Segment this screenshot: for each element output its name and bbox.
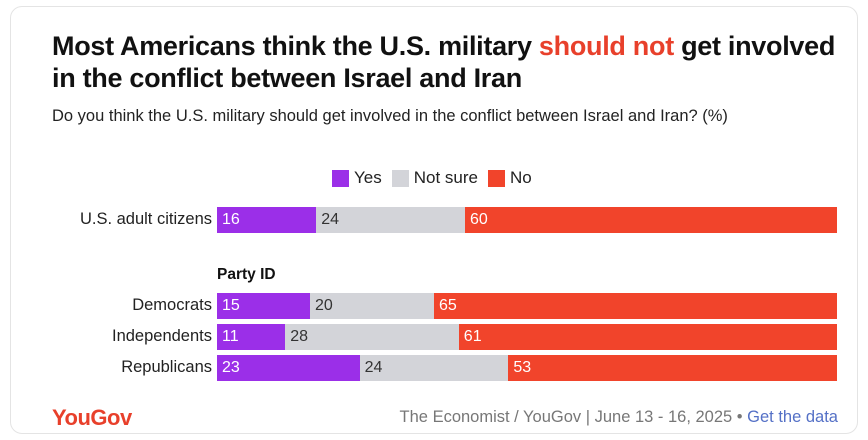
- source-text: The Economist / YouGov | June 13 - 16, 2…: [399, 408, 748, 426]
- bar-yes-independents: 11: [217, 324, 286, 350]
- bar-no-republicans: 53: [508, 355, 837, 381]
- legend-item-not-sure: Not sure: [391, 168, 478, 188]
- chart-subtitle: Do you think the U.S. military should ge…: [52, 107, 728, 125]
- legend-label-not-sure: Not sure: [413, 168, 478, 187]
- title-text-end: get involved in the conflict between Isr…: [52, 31, 836, 93]
- chart-title: Most Americans think the U.S. military s…: [52, 30, 842, 94]
- legend-swatch-no: [487, 169, 505, 187]
- category-label-democrats: Democrats: [132, 296, 212, 314]
- legend-label-yes: Yes: [354, 168, 382, 187]
- bar-yes-democrats: 15: [217, 293, 310, 319]
- bar-no-democrats: 65: [434, 293, 837, 319]
- bar-not-sure-independents: 28: [285, 324, 459, 350]
- legend-swatch-not-sure: [391, 169, 409, 187]
- bar-yes-republicans: 23: [217, 355, 360, 381]
- category-label-u-s-adult-citizens: U.S. adult citizens: [79, 210, 212, 228]
- legend-item-no: No: [487, 168, 532, 188]
- bar-yes-u-s-adult-citizens: 16: [217, 207, 317, 233]
- bar-no-independents: 61: [458, 324, 837, 350]
- bar-no-u-s-adult-citizens: 60: [465, 207, 837, 233]
- yougov-logo: YouGov: [52, 405, 132, 430]
- legend: Yes Not sure No: [332, 168, 532, 188]
- section-label-party-id: Party ID: [217, 266, 276, 283]
- category-label-republicans: Republicans: [121, 358, 212, 376]
- legend-label-no: No: [509, 168, 532, 187]
- bar-not-sure-republicans: 24: [359, 355, 509, 381]
- bar-not-sure-democrats: 20: [310, 293, 434, 319]
- legend-swatch-yes: [332, 169, 349, 187]
- category-label-independents: Independents: [111, 327, 212, 345]
- footer-source: The Economist / YouGov | June 13 - 16, 2…: [400, 408, 838, 427]
- title-highlight: should not: [538, 31, 674, 61]
- bar-not-sure-u-s-adult-citizens: 24: [316, 207, 465, 233]
- legend-item-yes: Yes: [332, 168, 382, 188]
- get-the-data-link[interactable]: Get the data: [747, 408, 838, 426]
- title-text: Most Americans think the U.S. military: [52, 31, 539, 61]
